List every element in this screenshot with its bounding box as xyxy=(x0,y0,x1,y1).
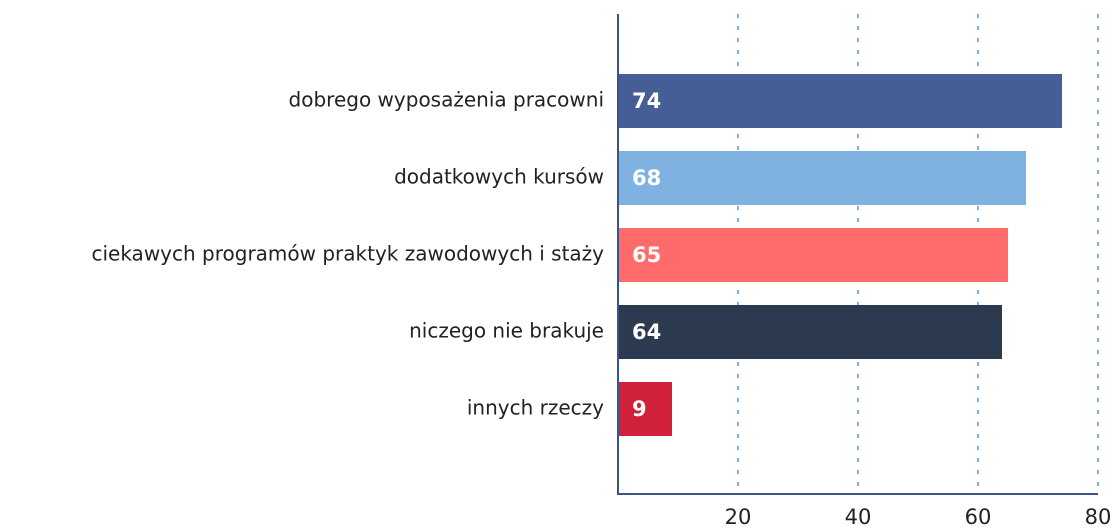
data-label: 68 xyxy=(632,166,661,190)
x-tick-label: 40 xyxy=(845,505,872,529)
data-label: 65 xyxy=(632,243,661,267)
bar xyxy=(618,305,1002,359)
category-label: ciekawych programów praktyk zawodowych i… xyxy=(91,242,604,266)
bar xyxy=(618,74,1062,128)
data-label: 9 xyxy=(632,397,647,421)
bar xyxy=(618,228,1008,282)
bar xyxy=(618,382,672,436)
category-label: dodatkowych kursów xyxy=(394,165,604,189)
bar xyxy=(618,151,1026,205)
category-label: niczego nie brakuje xyxy=(409,319,604,343)
x-tick-label: 60 xyxy=(965,505,992,529)
data-label: 74 xyxy=(632,89,661,113)
data-label: 64 xyxy=(632,320,661,344)
category-label: dobrego wyposażenia pracowni xyxy=(289,88,604,112)
category-label: innych rzeczy xyxy=(467,396,604,420)
x-tick-label: 20 xyxy=(725,505,752,529)
x-tick-label: 80 xyxy=(1085,505,1112,529)
